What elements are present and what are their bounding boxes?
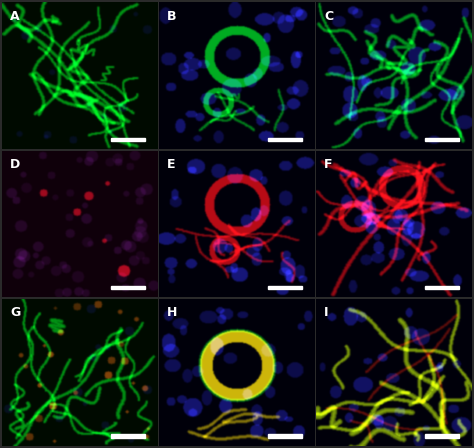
Text: D: D xyxy=(10,158,20,171)
Text: I: I xyxy=(324,306,328,319)
Bar xyxy=(268,138,302,141)
Bar xyxy=(425,435,459,438)
Bar xyxy=(111,286,145,289)
Bar xyxy=(425,138,459,141)
Text: E: E xyxy=(167,158,176,171)
Text: G: G xyxy=(10,306,20,319)
Bar xyxy=(111,138,145,141)
Text: H: H xyxy=(167,306,178,319)
Bar xyxy=(268,286,302,289)
Text: B: B xyxy=(167,9,177,22)
Text: C: C xyxy=(324,9,333,22)
Text: A: A xyxy=(10,9,20,22)
Bar xyxy=(111,435,145,438)
Bar xyxy=(425,286,459,289)
Bar xyxy=(268,435,302,438)
Text: F: F xyxy=(324,158,333,171)
